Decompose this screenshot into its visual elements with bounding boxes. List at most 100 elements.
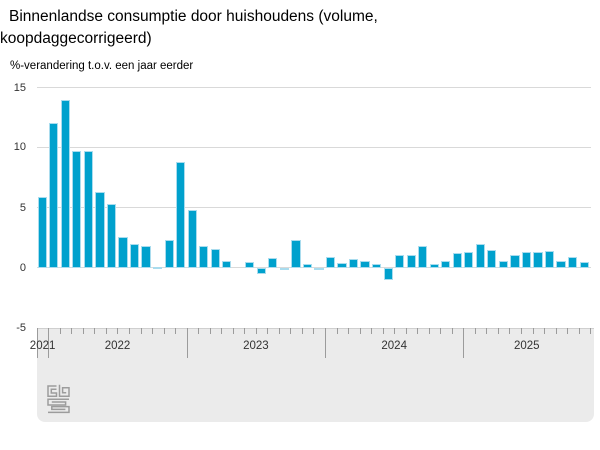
month-tick	[313, 328, 315, 334]
year-label-2024: 2024	[381, 340, 407, 352]
month-tick	[532, 328, 534, 334]
bar-2023-01[interactable]	[187, 210, 197, 268]
bar-2022-06[interactable]	[106, 204, 117, 268]
bar-2023-04[interactable]	[222, 260, 232, 268]
month-tick	[394, 328, 396, 334]
gridline-0-baseline	[36, 267, 591, 268]
y-tick-label: 15	[13, 82, 26, 94]
bar-2022-09[interactable]	[141, 246, 151, 268]
bar-2024-06[interactable]	[383, 267, 393, 280]
bar-2024-07[interactable]	[395, 254, 405, 268]
year-label-2022: 2022	[104, 340, 131, 352]
bar-2023-02[interactable]	[199, 246, 209, 268]
month-tick	[255, 328, 257, 334]
month-tick	[336, 328, 338, 334]
bar-2024-09[interactable]	[418, 246, 428, 268]
month-tick	[244, 328, 246, 334]
bar-2024-02[interactable]	[337, 262, 347, 268]
cbs-logo-icon	[47, 384, 70, 414]
month-tick	[59, 328, 61, 334]
bar-2025-04[interactable]	[498, 260, 508, 268]
bar-2025-09[interactable]	[556, 260, 566, 268]
bar-2024-03[interactable]	[348, 259, 359, 268]
month-tick	[417, 328, 419, 334]
month-tick	[382, 328, 384, 334]
bar-2025-11[interactable]	[579, 261, 589, 268]
y-tick-label: -5	[16, 322, 26, 334]
bar-2024-01[interactable]	[325, 256, 336, 268]
month-tick	[221, 328, 223, 334]
month-tick	[590, 328, 592, 334]
month-tick	[267, 328, 269, 334]
bar-2022-07[interactable]	[118, 236, 128, 268]
month-tick	[71, 328, 73, 334]
bar-2022-10[interactable]	[152, 266, 163, 269]
bar-2022-04[interactable]	[83, 151, 93, 268]
bar-2025-10[interactable]	[567, 256, 578, 268]
page-title-line2: koopdaggecorrigeerd)	[0, 30, 152, 47]
bar-2024-05[interactable]	[372, 264, 382, 268]
bar-2025-03[interactable]	[487, 249, 497, 268]
x-axis-panel	[36, 328, 595, 422]
month-tick	[117, 328, 119, 334]
month-tick	[578, 328, 580, 334]
bar-2024-08[interactable]	[406, 254, 416, 268]
bar-2022-05[interactable]	[95, 192, 105, 268]
page-title: Binnenlandse consumptie door huishoudens…	[0, 6, 440, 50]
bar-2025-05[interactable]	[510, 254, 520, 268]
month-tick	[359, 328, 361, 334]
month-tick	[82, 328, 84, 334]
bar-2022-02[interactable]	[60, 99, 70, 268]
gridline-10	[36, 147, 591, 148]
month-tick	[520, 328, 522, 334]
gridline-15	[36, 87, 591, 88]
year-label-2021: 2021	[29, 340, 56, 352]
month-tick	[567, 328, 569, 334]
bar-2023-07[interactable]	[256, 267, 266, 274]
bar-2025-02[interactable]	[475, 243, 485, 268]
year-tick	[186, 328, 188, 358]
bar-2022-01[interactable]	[49, 122, 59, 268]
bar-2023-10[interactable]	[291, 240, 301, 268]
y-tick-label: 10	[13, 141, 26, 153]
month-tick	[486, 328, 488, 334]
y-tick-label: 0	[19, 262, 26, 274]
bar-2022-08[interactable]	[129, 243, 140, 268]
month-tick	[129, 328, 131, 334]
bar-2023-06[interactable]	[245, 261, 255, 268]
bar-2025-01[interactable]	[464, 252, 474, 268]
bar-2024-11[interactable]	[441, 260, 451, 268]
bar-2023-11[interactable]	[302, 264, 313, 268]
month-tick	[497, 328, 499, 334]
month-tick	[105, 328, 107, 334]
page-title-line1: Binnenlandse consumptie door huishoudens…	[9, 8, 378, 25]
bar-2021-12[interactable]	[37, 196, 47, 268]
bar-2023-03[interactable]	[210, 248, 220, 268]
bar-2023-12[interactable]	[314, 267, 324, 270]
bar-2024-04[interactable]	[360, 260, 370, 268]
month-tick	[440, 328, 442, 334]
month-tick	[163, 328, 165, 334]
month-tick	[301, 328, 303, 334]
bar-2025-08[interactable]	[544, 250, 555, 268]
month-tick	[509, 328, 511, 334]
month-tick	[451, 328, 453, 334]
month-tick	[474, 328, 476, 334]
month-tick	[555, 328, 557, 334]
year-tick	[325, 328, 326, 358]
month-tick	[198, 328, 200, 334]
bar-2022-11[interactable]	[164, 240, 174, 268]
month-tick	[544, 328, 546, 334]
gridline-5	[36, 207, 591, 208]
bar-2023-09[interactable]	[279, 267, 289, 271]
bar-2022-03[interactable]	[72, 151, 82, 268]
bar-2025-07[interactable]	[533, 252, 543, 268]
bar-2023-08[interactable]	[268, 258, 278, 268]
bar-2024-12[interactable]	[452, 253, 462, 268]
bar-2024-10[interactable]	[429, 264, 439, 268]
year-tick	[463, 328, 465, 358]
bar-2025-06[interactable]	[521, 252, 532, 268]
bar-2022-12[interactable]	[176, 162, 186, 268]
chart-subtitle: %-verandering t.o.v. een jaar eerder	[10, 60, 194, 72]
